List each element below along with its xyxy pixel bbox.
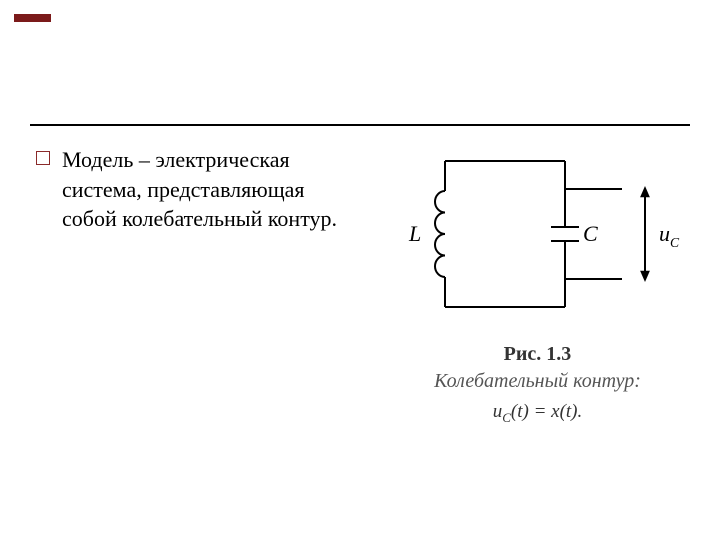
eq-sub: C bbox=[502, 410, 511, 425]
horizontal-rule bbox=[30, 124, 690, 126]
figure-caption: Рис. 1.3 Колебательный контур: uC(t) = x… bbox=[434, 341, 641, 426]
caption-equation: uC(t) = x(t). bbox=[434, 399, 641, 426]
svg-text:L: L bbox=[408, 221, 421, 246]
body-text: Модель – электрическая система, представ… bbox=[62, 145, 360, 426]
circuit-diagram: L CuC bbox=[390, 149, 685, 319]
slide-page: Модель – электрическая система, представ… bbox=[0, 0, 720, 540]
eq-rhs: (t) = x(t). bbox=[511, 401, 582, 422]
caption-title: Колебательный контур: bbox=[434, 368, 641, 395]
eq-var: u bbox=[493, 401, 503, 422]
svg-text:uC: uC bbox=[659, 221, 680, 250]
figure-column: LCuC Рис. 1.3 Колебательный контур: uC(t… bbox=[360, 145, 690, 426]
accent-bar bbox=[14, 14, 51, 22]
caption-label: Рис. 1.3 bbox=[434, 341, 641, 368]
content-row: Модель – электрическая система, представ… bbox=[30, 145, 690, 426]
bullet-square-icon bbox=[36, 151, 50, 165]
text-column: Модель – электрическая система, представ… bbox=[30, 145, 360, 426]
circuit-svg: L CuC bbox=[390, 149, 685, 319]
svg-text:C: C bbox=[583, 221, 598, 246]
